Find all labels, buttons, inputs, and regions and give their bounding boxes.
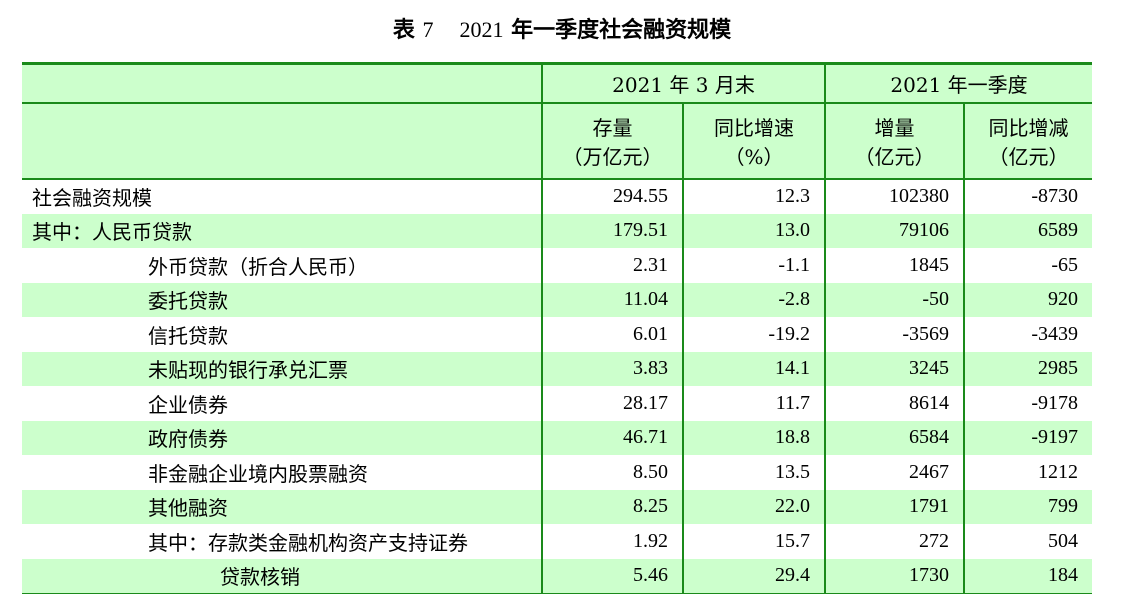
row-label: 委托贷款 <box>148 289 228 314</box>
header-col-yoy-unit: （%） <box>724 145 784 169</box>
cell-change: -8730 <box>963 179 1093 214</box>
header-col-change-unit: （亿元） <box>988 145 1069 169</box>
cell-yoy: 15.7 <box>681 524 826 559</box>
cell-stock: 8.25 <box>541 489 683 524</box>
cell-increase: 1791 <box>824 489 965 524</box>
cell-yoy: -2.8 <box>681 282 826 317</box>
cell-change: 1212 <box>963 455 1093 490</box>
cell-change: 6589 <box>963 213 1093 248</box>
cell-change: -9178 <box>963 386 1093 421</box>
cell-increase: -3569 <box>824 317 965 352</box>
cell-increase: -50 <box>824 282 965 317</box>
table-row: 社会融资规模 294.55 12.3 102380 -8730 <box>22 179 1093 214</box>
cell-stock: 3.83 <box>541 351 683 386</box>
cell-stock: 28.17 <box>541 386 683 421</box>
table-title: 表 7 2021 年一季度社会融资规模 <box>0 12 1124 44</box>
cell-change: 504 <box>963 524 1093 559</box>
cell-change: -9197 <box>963 420 1093 455</box>
table-row: 企业债券 28.17 11.7 8614 -9178 <box>22 386 1093 421</box>
cell-stock: 46.71 <box>541 420 683 455</box>
cell-increase: 102380 <box>824 179 965 214</box>
table-row: 外币贷款（折合人民币） 2.31 -1.1 1845 -65 <box>22 248 1093 283</box>
row-label: 其他融资 <box>148 496 228 521</box>
table-row: 信托贷款 6.01 -19.2 -3569 -3439 <box>22 317 1093 352</box>
table-row: 其他融资 8.25 22.0 1791 799 <box>22 489 1093 524</box>
table-title-year: 2021 <box>459 17 504 42</box>
cell-yoy: 14.1 <box>681 351 826 386</box>
cell-increase: 79106 <box>824 213 965 248</box>
cell-increase: 3245 <box>824 351 965 386</box>
header-col-change: 同比增减 （亿元） <box>963 103 1093 180</box>
row-label: 其中：人民币贷款 <box>32 220 192 245</box>
row-label: 未贴现的银行承兑汇票 <box>148 358 348 383</box>
header-col-yoy-name: 同比增速 <box>714 116 794 140</box>
table-row: 未贴现的银行承兑汇票 3.83 14.1 3245 2985 <box>22 351 1093 386</box>
cell-stock: 8.50 <box>541 455 683 490</box>
cell-increase: 1845 <box>824 248 965 283</box>
cell-stock: 294.55 <box>541 179 683 214</box>
cell-change: 920 <box>963 282 1093 317</box>
table-title-number: 7 <box>422 17 434 42</box>
cell-increase: 2467 <box>824 455 965 490</box>
cell-change: 799 <box>963 489 1093 524</box>
row-label: 政府债券 <box>148 427 228 452</box>
cell-yoy: 11.7 <box>681 386 826 421</box>
cell-change: 2985 <box>963 351 1093 386</box>
table-row: 非金融企业境内股票融资 8.50 13.5 2467 1212 <box>22 455 1093 490</box>
cell-yoy: 18.8 <box>681 420 826 455</box>
cell-stock: 6.01 <box>541 317 683 352</box>
header-col-stock-name: 存量 <box>592 116 633 140</box>
table-title-prefix: 表 <box>392 17 415 43</box>
table-title-text: 年一季度社会融资规模 <box>511 17 732 43</box>
cell-yoy: 13.5 <box>681 455 826 490</box>
cell-yoy: 29.4 <box>681 558 826 593</box>
cell-stock: 2.31 <box>541 248 683 283</box>
cell-stock: 1.92 <box>541 524 683 559</box>
cell-change: -65 <box>963 248 1093 283</box>
header-blank <box>22 65 542 104</box>
cell-increase: 272 <box>824 524 965 559</box>
cell-increase: 6584 <box>824 420 965 455</box>
table-row: 其中：人民币贷款 179.51 13.0 79106 6589 <box>22 213 1093 248</box>
row-label: 企业债券 <box>148 392 228 417</box>
cell-stock: 11.04 <box>541 282 683 317</box>
header-col-stock-unit: （万亿元） <box>562 145 663 169</box>
table-row: 其中：存款类金融机构资产支持证券 1.92 15.7 272 504 <box>22 524 1093 559</box>
cell-stock: 5.46 <box>541 558 683 593</box>
cell-yoy: 22.0 <box>681 489 826 524</box>
cell-yoy: 12.3 <box>681 179 826 214</box>
cell-yoy: 13.0 <box>681 213 826 248</box>
cell-increase: 1730 <box>824 558 965 593</box>
row-label: 贷款核销 <box>220 565 300 590</box>
row-label: 非金融企业境内股票融资 <box>148 461 368 486</box>
header-col-increase: 增量 （亿元） <box>824 103 965 180</box>
cell-change: -3439 <box>963 317 1093 352</box>
header-col-increase-name: 增量 <box>874 116 915 140</box>
header-col-change-name: 同比增减 <box>988 116 1069 140</box>
header-col-stock: 存量 （万亿元） <box>541 103 683 180</box>
cell-stock: 179.51 <box>541 213 683 248</box>
row-label: 信托贷款 <box>148 323 228 348</box>
row-label: 外币贷款（折合人民币） <box>148 254 368 279</box>
header-label-cell <box>22 103 542 180</box>
cell-yoy: -1.1 <box>681 248 826 283</box>
cell-change: 184 <box>963 558 1093 593</box>
header-group-march: 2021 年 3 月末 <box>540 65 826 104</box>
financing-table: 2021 年 3 月末 2021 年一季度 存量 （万亿元） 同比增速 （%） … <box>22 62 1093 594</box>
row-label: 其中：存款类金融机构资产支持证券 <box>148 530 468 555</box>
table-row: 贷款核销 5.46 29.4 1730 184 <box>22 558 1093 593</box>
table-row: 委托贷款 11.04 -2.8 -50 920 <box>22 282 1093 317</box>
table-row: 政府债券 46.71 18.8 6584 -9197 <box>22 420 1093 455</box>
row-label: 社会融资规模 <box>32 186 152 211</box>
header-col-increase-unit: （亿元） <box>854 145 935 169</box>
header-group-q1: 2021 年一季度 <box>824 65 1093 104</box>
cell-increase: 8614 <box>824 386 965 421</box>
header-col-yoy: 同比增速 （%） <box>681 103 826 180</box>
cell-yoy: -19.2 <box>681 317 826 352</box>
